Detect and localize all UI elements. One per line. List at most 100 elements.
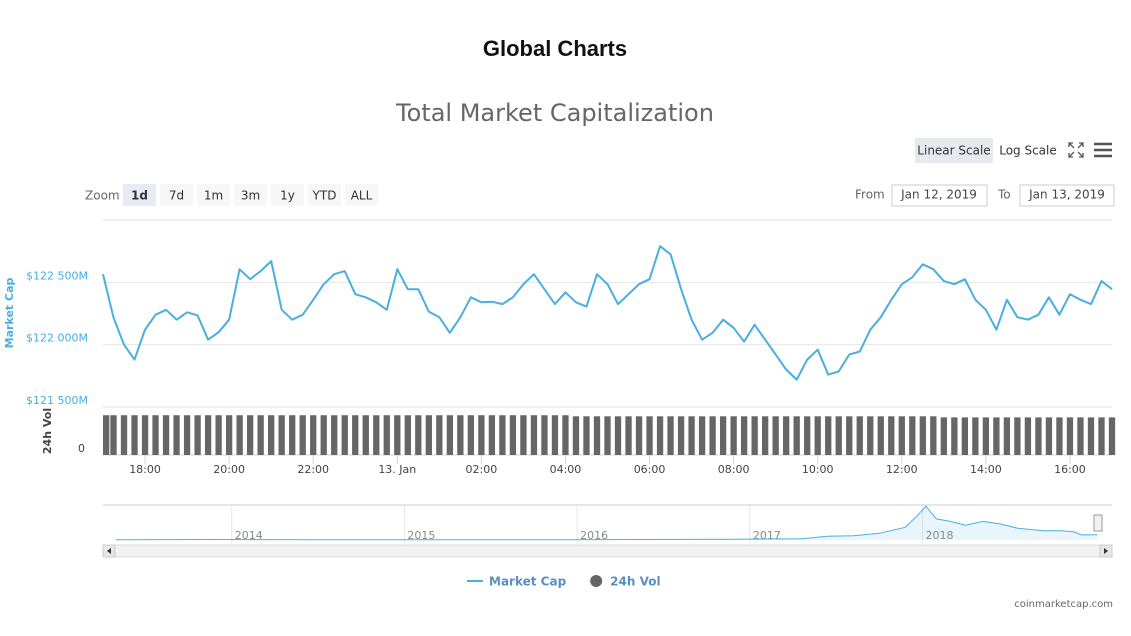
zoom-button-label[interactable]: 1m	[204, 189, 223, 203]
volume-bar	[1035, 417, 1042, 455]
x-tick-label: 20:00	[213, 463, 245, 476]
zoom-button[interactable]	[123, 184, 156, 206]
fullscreen-glyph	[1068, 142, 1084, 158]
volume-bar	[1014, 417, 1021, 455]
volume-bar	[562, 415, 569, 455]
volume-bar	[152, 415, 159, 455]
volume-bar	[909, 416, 916, 455]
volume-bar	[877, 416, 884, 455]
volume-bar	[814, 416, 821, 455]
volume-bar	[299, 415, 306, 455]
navigator-tick-label: 2015	[407, 529, 435, 542]
y2-tick-label: 0	[78, 442, 85, 455]
navigator-tick-label: 2018	[926, 529, 954, 542]
legend-swatch	[590, 575, 603, 587]
x-tick-label: 22:00	[297, 463, 329, 476]
volume-bar	[257, 415, 264, 455]
x-tick-label: 12:00	[886, 463, 918, 476]
volume-bar	[1024, 417, 1032, 455]
volume-bar	[478, 415, 485, 455]
volume-bar	[110, 415, 117, 455]
volume-bar	[583, 416, 590, 455]
navigator-area	[116, 506, 1097, 540]
volume-bar	[141, 415, 149, 455]
x-tick-label: 04:00	[550, 463, 582, 476]
volume-bar	[709, 416, 716, 455]
volume-bar	[846, 416, 853, 455]
volume-bar	[825, 416, 832, 455]
scale-button[interactable]: Log Scale	[999, 144, 1057, 158]
zoom-button[interactable]	[160, 184, 193, 206]
zoom-button[interactable]	[345, 184, 378, 206]
volume-bar	[982, 417, 990, 455]
fullscreen-icon[interactable]	[1068, 142, 1084, 158]
volume-bar	[373, 415, 380, 455]
volume-bar	[541, 415, 548, 455]
volume-bar	[993, 417, 1000, 455]
zoom-button-label[interactable]: ALL	[351, 189, 373, 203]
legend-label[interactable]: Market Cap	[489, 575, 567, 589]
volume-bar	[183, 415, 191, 455]
zoom-button-label[interactable]: YTD	[312, 189, 337, 203]
volume-bar	[793, 416, 800, 455]
volume-bar	[467, 415, 475, 455]
zoom-button[interactable]	[234, 184, 267, 206]
volume-bar	[509, 415, 517, 455]
volume-bar	[867, 416, 874, 455]
from-input[interactable]	[891, 184, 988, 207]
volume-bar	[898, 416, 905, 455]
volume-bar	[268, 415, 275, 455]
volume-bar	[740, 416, 748, 455]
scale-button-bg[interactable]	[915, 138, 993, 163]
volume-bar	[289, 415, 296, 455]
volume-bar	[530, 415, 538, 455]
volume-bar	[635, 416, 643, 455]
scale-button[interactable]: Linear Scale	[917, 144, 990, 158]
volume-bar	[656, 416, 664, 455]
from-value: Jan 12, 2019	[900, 188, 977, 202]
volume-bar	[951, 417, 958, 455]
zoom-button-label[interactable]: 7d	[169, 189, 184, 203]
legend-label[interactable]: 24h Vol	[610, 575, 660, 589]
scrollbar-track[interactable]	[102, 544, 1113, 558]
zoom-button-label[interactable]: 3m	[241, 189, 260, 203]
volume-bar	[961, 417, 969, 455]
volume-bar	[415, 415, 422, 455]
to-input[interactable]	[1019, 184, 1115, 207]
volume-bar	[103, 415, 110, 455]
y-axis-title: Market Cap	[3, 278, 16, 349]
volume-bar	[246, 415, 254, 455]
from-label: From	[855, 188, 885, 202]
x-tick-label: 08:00	[718, 463, 750, 476]
y-tick-label: $122 500M	[26, 269, 88, 282]
zoom-button[interactable]	[308, 184, 341, 206]
volume-bar	[646, 416, 653, 455]
x-tick-label: 16:00	[1054, 463, 1086, 476]
volume-bar	[1098, 417, 1105, 455]
credit: coinmarketcap.com	[1014, 599, 1113, 610]
to-label: To	[997, 188, 1011, 202]
volume-bar	[436, 415, 443, 455]
x-tick-label: 14:00	[970, 463, 1002, 476]
volume-bar	[1003, 417, 1011, 455]
volume-bar	[1066, 417, 1074, 455]
zoom-button-label[interactable]: 1d	[131, 189, 148, 203]
zoom-button[interactable]	[271, 184, 304, 206]
volume-bar	[204, 415, 212, 455]
volume-bar	[362, 415, 369, 455]
chart-title: Total Market Capitalization	[395, 99, 714, 127]
volume-bar	[835, 416, 842, 455]
menu-icon[interactable]	[1094, 142, 1112, 158]
market-cap-line	[102, 245, 1113, 381]
volume-bar	[131, 415, 138, 455]
volume-bar	[625, 416, 632, 455]
volume-bar	[688, 416, 695, 455]
zoom-button[interactable]	[197, 184, 230, 206]
navigator-handle[interactable]	[1093, 514, 1103, 532]
volume-bar	[236, 415, 243, 455]
volume-bar	[425, 415, 432, 455]
y-tick-label: $121 500M	[26, 394, 88, 407]
volume-bar	[719, 416, 727, 455]
zoom-button-label[interactable]: 1y	[280, 189, 295, 203]
x-tick-label: 18:00	[129, 463, 161, 476]
